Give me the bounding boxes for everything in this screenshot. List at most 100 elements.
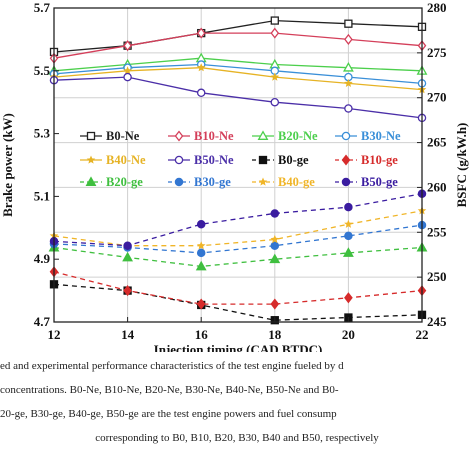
data-point-B20-ge — [122, 251, 134, 262]
legend-label: B0-Ne — [106, 129, 140, 143]
data-point-B10-Ne — [123, 40, 132, 52]
series-line-B50-Ne — [53, 76, 423, 119]
legend-label: B20-Ne — [278, 129, 318, 143]
legend-label: B10-Ne — [194, 129, 234, 143]
legend-marker — [174, 155, 184, 165]
x-tick-label: 20 — [342, 327, 355, 342]
legend-entry-B0-Ne: B0-Ne — [80, 129, 140, 143]
y2-tick-label: 280 — [427, 0, 447, 15]
series-line-B40-Ne — [53, 67, 423, 91]
data-point-B40-ge — [196, 241, 206, 250]
y2-tick-label: 250 — [427, 269, 447, 284]
legend-marker — [174, 130, 184, 142]
legend-marker — [341, 177, 351, 187]
data-point-B50-ge — [123, 241, 132, 250]
x-tick-label: 14 — [121, 327, 135, 342]
plot-frame — [53, 7, 423, 323]
data-point-B30-ge — [196, 248, 206, 258]
caption-line-4: corresponding to B0, B10, B20, B30, B40 … — [95, 432, 379, 444]
legend-entry-B10-Ne: B10-Ne — [168, 129, 234, 143]
legend-marker — [257, 130, 269, 140]
legend-marker — [86, 155, 96, 164]
legend-entry-B30-Ne: B30-Ne — [335, 129, 401, 143]
engine-performance-chart: B0-Ne B10-Ne B20-Ne B30-Ne B40-Ne B50-Ne B0-ge… — [0, 0, 469, 352]
series-line-B0-Ne — [53, 19, 423, 53]
data-point-B10-ge — [196, 298, 206, 310]
legend-label: B40-ge — [278, 175, 315, 189]
axes: 12 14 16 18 20 22 4.7 4.9 5.1 5.3 5.5 5.7 245 250 255 2… — [0, 0, 469, 352]
data-point-B10-Ne — [270, 27, 280, 39]
series-B10-ge — [49, 266, 427, 310]
series-line-B30-ge — [53, 224, 423, 254]
caption-line-1: ed and experimental performance characte… — [0, 360, 344, 372]
data-point-B50-ge — [270, 209, 280, 218]
y2-tick-label: 255 — [427, 224, 447, 239]
data-point-B40-ge — [344, 219, 353, 228]
data-point-B20-ge — [195, 260, 207, 271]
data-point-B10-Ne — [344, 33, 353, 45]
data-point-B50-Ne — [123, 72, 132, 82]
data-point-B20-Ne — [342, 62, 354, 72]
y2-axis-label: BSFC (g/kW.h) — [454, 123, 469, 208]
x-tick-label: 16 — [195, 327, 209, 342]
series-line-B10-ge — [53, 271, 423, 305]
legend-marker — [341, 154, 351, 166]
y1-tick-label: 4.9 — [34, 251, 51, 266]
y1-tick-label: 5.5 — [34, 63, 51, 78]
data-point-B40-Ne — [196, 63, 206, 72]
series-B50-ge — [49, 189, 427, 250]
legend-marker — [341, 131, 351, 141]
series-B10-Ne — [49, 27, 427, 64]
data-point-B50-Ne — [196, 88, 206, 98]
series-B40-ge — [49, 206, 427, 250]
x-tick-label: 18 — [268, 327, 282, 342]
series-line-B0-ge — [53, 283, 423, 321]
data-point-B50-Ne — [344, 104, 353, 113]
y2-tick-label: 245 — [427, 314, 447, 329]
data-point-B40-Ne — [270, 72, 280, 81]
legend-entry-B40-Ne: B40-Ne — [80, 153, 146, 167]
legend-entry-B50-ge: B50-ge — [335, 175, 398, 189]
legend-entry-B0-ge: B0-ge — [252, 153, 309, 167]
legend-marker — [174, 177, 184, 187]
x-tick-label: 22 — [416, 327, 429, 342]
data-point-B10-ge — [344, 292, 353, 304]
legend-entry-B10-ge: B10-ge — [335, 153, 398, 167]
series-B0-ge — [49, 280, 427, 325]
y2-tick-label: 265 — [427, 135, 447, 150]
series-line-B40-ge — [53, 210, 423, 247]
x-tick-label: 12 — [48, 327, 61, 342]
legend-label: B40-Ne — [106, 153, 146, 167]
legend-label: B50-Ne — [194, 153, 234, 167]
data-point-B20-ge — [269, 253, 281, 264]
caption-line-3: 20-ge, B30-ge, B40-ge, B50-ge are the te… — [0, 408, 337, 420]
legend-entry-B30-ge: B30-ge — [168, 175, 231, 189]
y1-tick-label: 5.3 — [34, 126, 51, 141]
legend-label: B20-ge — [106, 175, 143, 189]
legend-label: B0-ge — [278, 153, 309, 167]
legend-label: B50-ge — [361, 175, 398, 189]
legend-entry-B50-Ne: B50-Ne — [168, 153, 234, 167]
y2-tick-label: 275 — [427, 45, 447, 60]
series-line-B10-Ne — [53, 32, 423, 59]
data-point-B40-ge — [270, 235, 280, 244]
data-point-B50-Ne — [270, 97, 280, 107]
data-point-B20-ge — [342, 247, 354, 257]
data-point-B40-Ne — [344, 78, 353, 87]
data-point-B50-ge — [344, 202, 353, 212]
y1-tick-label: 4.7 — [34, 314, 51, 329]
legend-entry-B20-Ne: B20-Ne — [252, 129, 318, 143]
data-point-B0-Ne — [270, 16, 279, 25]
legend-marker — [85, 176, 97, 186]
legend-label: B10-ge — [361, 153, 398, 167]
y1-tick-label: 5.7 — [34, 0, 51, 15]
series-B30-Ne — [49, 60, 427, 88]
data-point-B10-Ne — [196, 27, 206, 39]
caption-line-2: concentrations. B0-Ne, B10-Ne, B20-Ne, B… — [0, 384, 339, 396]
legend: B0-Ne B10-Ne B20-Ne B30-Ne B40-Ne B50-Ne B0-ge… — [80, 129, 401, 189]
legend-label: B30-Ne — [361, 129, 401, 143]
x-axis-label: Injection timing (CAD BTDC) — [154, 342, 323, 352]
legend-marker — [258, 155, 268, 165]
series-B20-Ne — [48, 52, 428, 75]
y1-axis-label: Brake power (kW) — [0, 113, 15, 217]
